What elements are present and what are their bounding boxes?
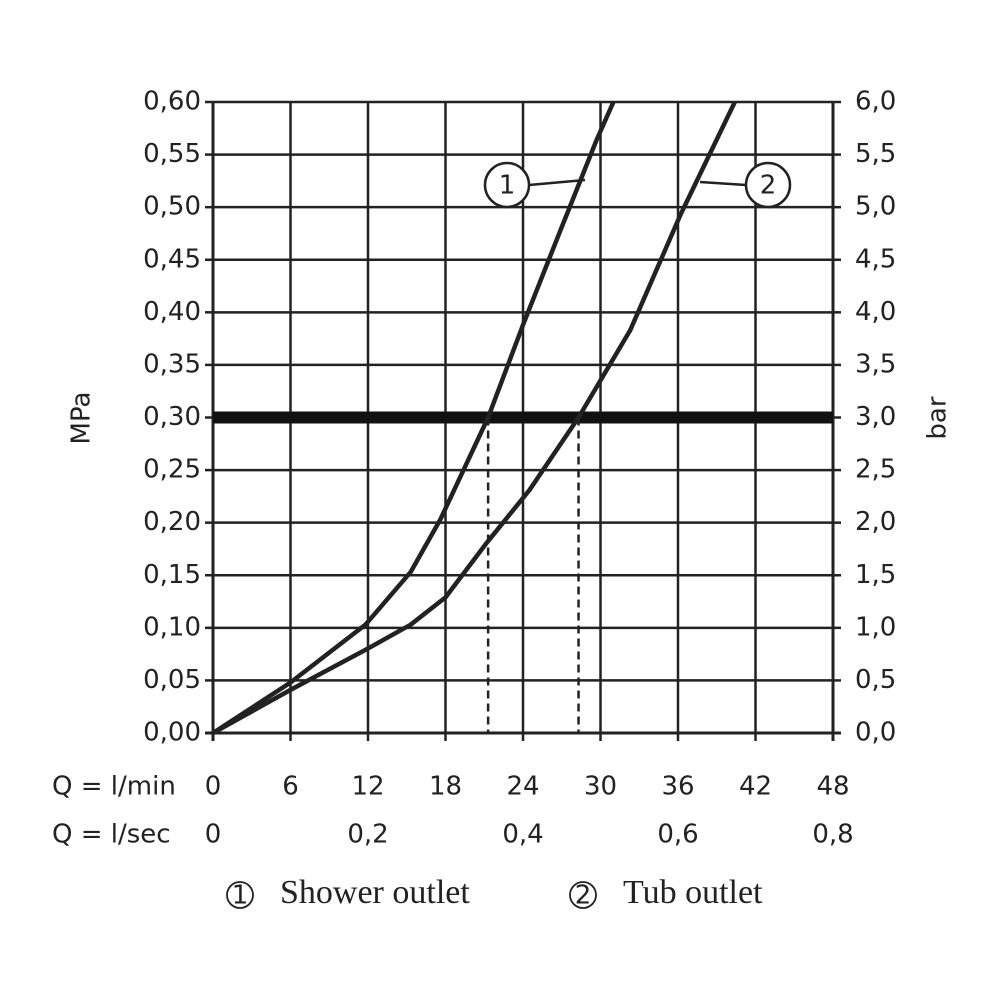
y-tick-label: 0,45 [143,244,201,274]
x-tick-label: 48 [816,772,849,802]
x2-tick-label: 0,2 [347,820,388,850]
x2-tick-label: 0,6 [657,820,698,850]
y-tick-label: 0,00 [143,718,201,748]
callout-leader [699,180,747,187]
callout-label: 1 [499,171,516,201]
y2-tick-label: 3,0 [855,402,896,432]
x-tick-label: 6 [282,772,299,802]
legend-label: Tub outlet [623,874,763,911]
callout-label: 2 [760,171,777,201]
y-tick-label: 0,55 [143,139,201,169]
y2-tick-label: 0,5 [855,665,896,695]
y-tick-label: 0,15 [143,560,201,590]
x-tick-label: 24 [506,772,539,802]
y2-axis-label: bar [923,396,953,439]
y2-tick-label: 6,0 [855,87,896,117]
x2-tick-label: 0 [205,820,222,850]
x-axis-label: Q = l/min [52,772,176,802]
callout-circle [744,161,792,209]
x-tick-label: 0 [205,772,222,802]
legend-number: 2 [575,881,592,911]
legend-label: Shower outlet [280,874,470,911]
x2-axis-label: Q = l/sec [52,820,171,850]
legend-circle [226,881,254,909]
x2-tick-label: 0,8 [812,820,853,850]
y2-tick-label: 1,0 [855,612,896,642]
y-tick-label: 0,60 [143,87,201,117]
series-line [211,101,616,735]
x2-tick-label: 0,4 [502,820,543,850]
y2-tick-label: 2,0 [855,507,896,537]
y-tick-label: 0,20 [143,507,201,537]
y2-tick-label: 5,5 [855,139,896,169]
legend-number: 1 [232,881,249,911]
legend-circle [569,881,597,909]
y2-tick-label: 0,0 [855,718,896,748]
x-tick-label: 30 [584,772,617,802]
callout-leader [528,178,586,187]
y2-tick-label: 4,5 [855,244,896,274]
y-tick-label: 0,50 [143,192,201,222]
y-tick-label: 0,30 [143,402,201,432]
series-line [211,101,737,735]
y-tick-label: 0,35 [143,349,201,379]
y-axis-label: MPa [67,392,97,445]
y2-tick-label: 2,5 [855,455,896,485]
y-tick-label: 0,40 [143,297,201,327]
y-tick-label: 0,10 [143,612,201,642]
y2-tick-label: 3,5 [855,349,896,379]
x-tick-label: 42 [739,772,772,802]
x-tick-label: 12 [351,772,384,802]
y-tick-label: 0,25 [143,455,201,485]
callout-circle [483,161,531,209]
y2-tick-label: 1,5 [855,560,896,590]
y2-tick-label: 5,0 [855,192,896,222]
x-tick-label: 18 [429,772,462,802]
y-tick-label: 0,05 [143,665,201,695]
y2-tick-label: 4,0 [855,297,896,327]
x-tick-label: 36 [661,772,694,802]
